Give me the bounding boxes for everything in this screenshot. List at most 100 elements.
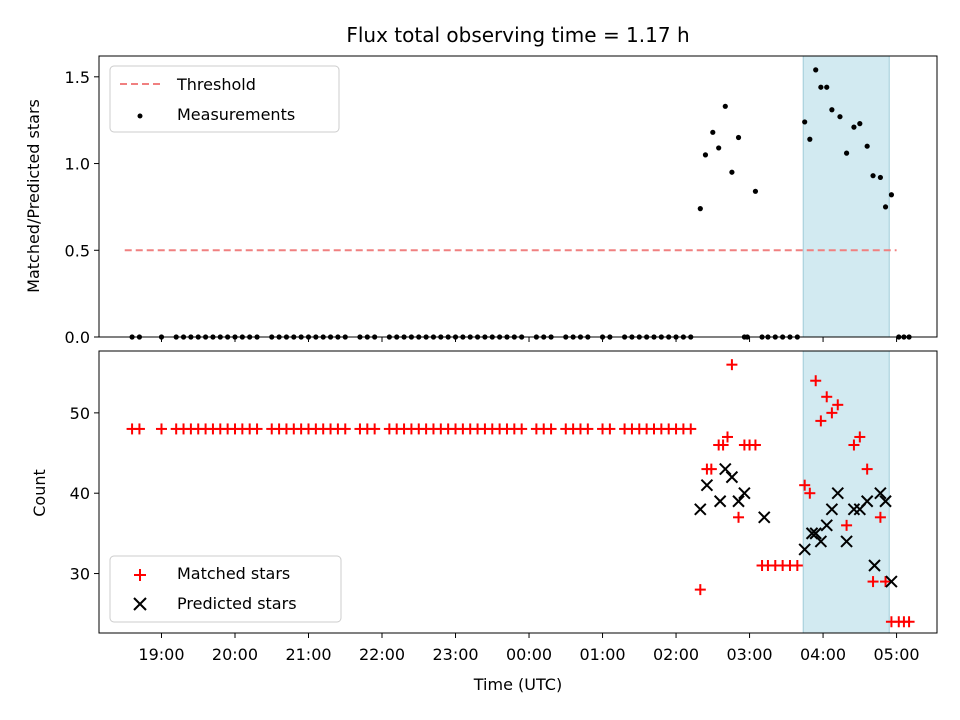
measurement-point	[818, 84, 824, 90]
matched-star-point	[705, 463, 717, 475]
measurement-point	[843, 150, 850, 156]
matched-star-point	[867, 576, 879, 588]
predicted-star-point	[700, 478, 714, 492]
bottom-ytick-label: 30	[70, 565, 90, 584]
predicted-star-point	[814, 535, 828, 548]
matched-star-point	[582, 423, 594, 435]
xtick-label: 23:00	[432, 645, 478, 664]
measurement-point	[888, 192, 895, 198]
matched-star-point	[880, 576, 892, 588]
top-panel-frame	[98, 55, 938, 338]
legend-measurements-swatch	[137, 113, 143, 119]
measurement-point	[697, 206, 703, 212]
matched-star-point	[821, 391, 833, 403]
predicted-star-point	[825, 503, 839, 516]
top-ytick-label: 0.5	[65, 241, 90, 260]
matched-star-point	[545, 423, 557, 435]
measurement-point	[716, 145, 722, 151]
xtick-label: 05:00	[874, 645, 920, 664]
top-legend-box	[109, 65, 340, 133]
legend-measurements-label: Measurements	[177, 105, 295, 124]
top-panel: 0.0 0.5 1.0 1.5 Matched/Predicted stars Thr…	[24, 55, 938, 347]
predicted-star-point	[879, 495, 892, 508]
bottom-ytick-label: 40	[70, 484, 90, 503]
measurement-point	[735, 134, 742, 141]
matched-star-point	[804, 487, 816, 499]
bottom-y-axis-label: Count	[30, 469, 49, 517]
xtick-label: 03:00	[726, 645, 772, 664]
matched-star-point	[749, 439, 761, 451]
predicted-star-point	[809, 527, 822, 540]
predicted-star-point	[719, 462, 732, 476]
measurement-point	[813, 67, 819, 73]
measurement-point	[857, 121, 863, 127]
predicted-star-point	[885, 575, 898, 588]
chart-title: Flux total observing time = 1.17 h	[346, 23, 689, 47]
predicted-star-point	[831, 486, 844, 500]
measurement-point	[877, 174, 883, 181]
xtick-label: 04:00	[800, 645, 846, 664]
measurement-point	[824, 84, 830, 90]
measurement-point	[722, 103, 728, 109]
legend-predicted-label: Predicted stars	[177, 594, 297, 613]
bottom-legend-box	[109, 555, 342, 623]
measurement-point	[851, 124, 857, 130]
measurement-point	[802, 119, 808, 125]
matched-star-point	[722, 431, 733, 443]
legend-threshold-label: Threshold	[176, 75, 256, 94]
matched-star-point	[369, 423, 381, 435]
bottom-ytick-label: 50	[70, 404, 90, 423]
top-ytick-label: 1.0	[65, 155, 90, 174]
matched-star-point	[733, 511, 745, 523]
highlight-span	[802, 55, 890, 338]
bottom-legend: Matched stars Predicted stars	[109, 555, 342, 623]
matched-star-point	[799, 479, 811, 491]
matched-star-point	[854, 431, 866, 443]
matched-star-point	[810, 375, 822, 387]
measurement-point	[710, 129, 716, 135]
matched-star-point	[903, 616, 915, 628]
predicted-star-point	[847, 503, 861, 516]
top-legend: Threshold Measurements	[109, 65, 340, 133]
predicted-star-point	[874, 486, 887, 500]
bottom-panel-frame	[98, 350, 938, 634]
matched-star-point	[155, 423, 167, 435]
matched-star-point	[685, 423, 697, 435]
measurement-point	[870, 173, 876, 179]
measurement-point	[882, 204, 889, 210]
matched-star-point	[826, 407, 838, 419]
x-axis-label: Time (UTC)	[473, 675, 562, 694]
predicted-star-point	[820, 519, 833, 532]
predicted-star-point	[758, 511, 771, 524]
predicted-star-point	[840, 535, 853, 548]
matched-star-point	[133, 423, 145, 435]
predicted-star-point	[798, 543, 811, 556]
measurement-point	[729, 169, 735, 175]
matched-star-point	[841, 519, 853, 531]
legend-predicted-swatch	[133, 597, 147, 611]
xtick-label: 21:00	[285, 645, 331, 664]
predicted-star-point	[713, 495, 727, 508]
xtick-label: 02:00	[653, 645, 699, 664]
xtick-label: 22:00	[359, 645, 405, 664]
matched-star-point	[861, 463, 873, 475]
xtick-label: 19:00	[138, 645, 184, 664]
measurement-point	[752, 188, 759, 194]
measurement-point	[829, 107, 835, 113]
matched-star-point	[848, 439, 860, 451]
matched-star-point	[604, 423, 616, 435]
matched-star-point	[251, 423, 263, 435]
matched-star-point	[832, 399, 844, 411]
predicted-star-point	[868, 559, 881, 572]
xtick-label: 00:00	[506, 645, 552, 664]
predicted-star-point	[694, 503, 707, 516]
xtick-label: 20:00	[212, 645, 258, 664]
matched-star-point	[726, 359, 738, 371]
highlight-span	[802, 350, 890, 634]
measurement-point	[864, 143, 870, 149]
matched-star-point	[339, 423, 351, 435]
top-ytick-label: 0.0	[65, 328, 90, 347]
top-ytick-label: 1.5	[65, 68, 90, 87]
matched-star-point	[874, 511, 886, 523]
